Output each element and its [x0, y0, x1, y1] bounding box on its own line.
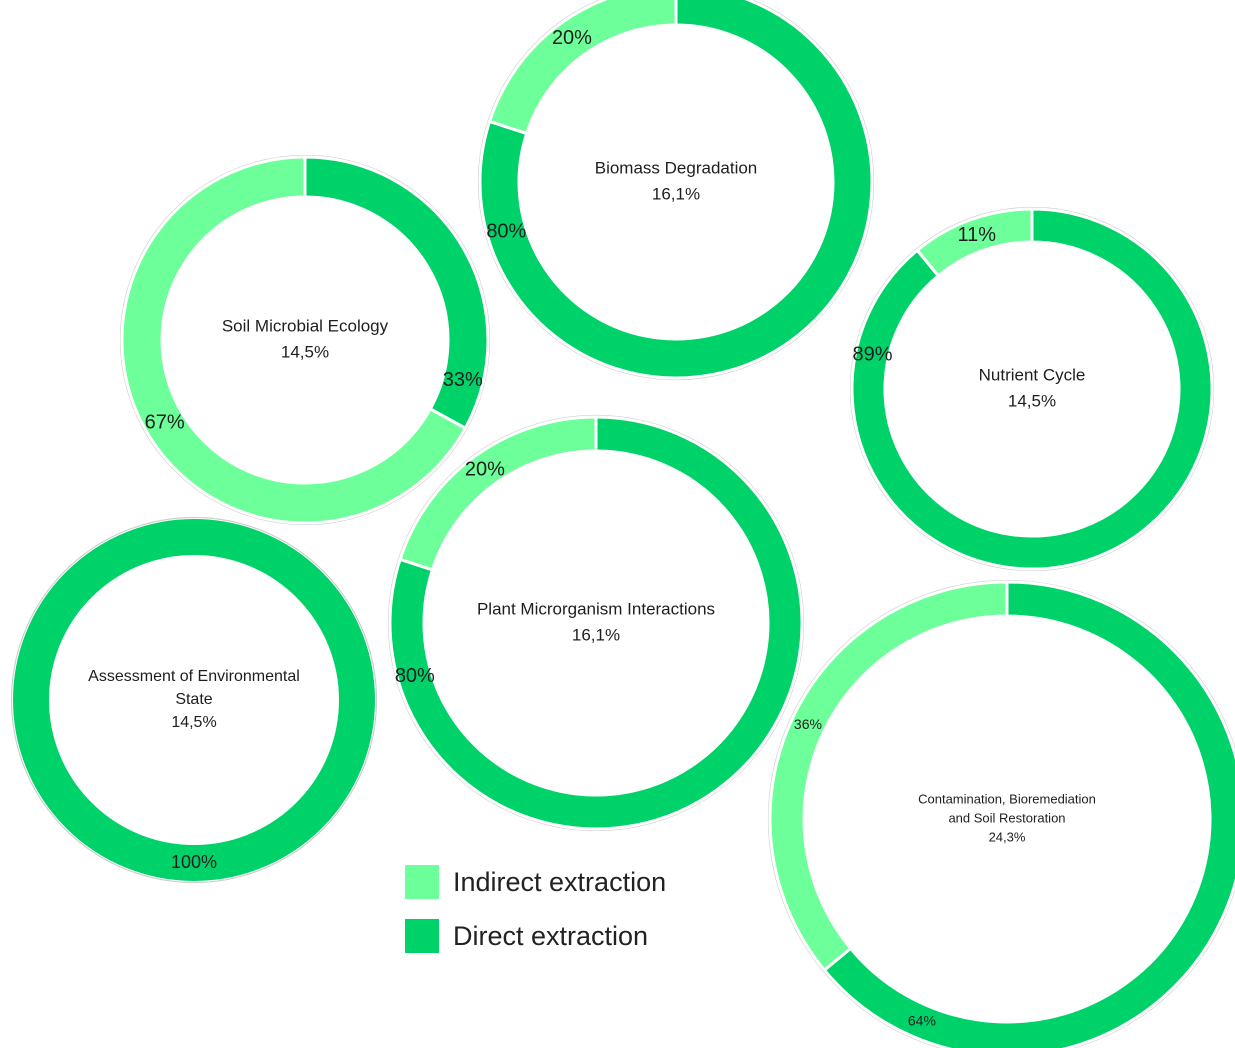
donut-share-nutrient-cycle: 14,5%	[1008, 391, 1056, 410]
donut-soil-microbial-ecology: 33% 67% Soil Microbial Ecology 14,5%	[119, 154, 491, 526]
legend-item-indirect: Indirect extraction	[405, 862, 666, 902]
slice-label-plant-microrganism-interactions-direct: 80%	[395, 665, 435, 687]
donut-title-biomass-degradation: Biomass Degradation	[595, 158, 758, 177]
legend: Indirect extraction Direct extraction	[405, 862, 666, 970]
legend-label-direct: Direct extraction	[453, 920, 649, 951]
legend-item-direct: Direct extraction	[405, 916, 666, 956]
slice-label-soil-microbial-ecology-indirect: 67%	[145, 411, 185, 433]
donut-share-assessment-of-environmental-state: 14,5%	[171, 714, 216, 731]
slice-label-contamination-bioremediation-and-soil-restoration-direct: 64%	[908, 1013, 936, 1029]
donut-rim	[10, 516, 378, 884]
legend-swatch-indirect	[405, 865, 439, 899]
donut-title-contamination-bioremediation-and-soil-restoration: Contamination, Bioremediation	[918, 791, 1096, 806]
donut-title-assessment-of-environmental-state: Assessment of Environmental	[88, 668, 300, 685]
donut-title-assessment-of-environmental-state: State	[175, 691, 212, 708]
slice-plant-microrganism-interactions-direct	[388, 415, 804, 831]
donut-biomass-degradation: 80% 20% Biomass Degradation 16,1%	[477, 0, 875, 381]
donut-share-biomass-degradation: 16,1%	[652, 184, 700, 203]
donut-plant-microrganism-interactions: 80% 20% Plant Microrganism Interactions 16,…	[387, 414, 805, 832]
slice-contamination-bioremediation-and-soil-restoration-indirect	[768, 580, 1009, 972]
slice-label-nutrient-cycle-indirect: 11%	[958, 224, 997, 246]
slice-label-nutrient-cycle-direct: 89%	[853, 344, 893, 366]
legend-swatch-direct	[405, 919, 439, 953]
slice-biomass-degradation-direct	[478, 0, 874, 380]
donut-share-contamination-bioremediation-and-soil-restoration: 24,3%	[989, 829, 1026, 844]
donut-title-contamination-bioremediation-and-soil-restoration: and Soil Restoration	[948, 810, 1065, 825]
donut-assessment-of-environmental-state: 100% Assessment of Environmental State 14,5…	[10, 516, 378, 884]
slice-label-contamination-bioremediation-and-soil-restoration-indirect: 36%	[794, 716, 822, 732]
slice-nutrient-cycle-direct	[850, 207, 1214, 571]
donut-title-soil-microbial-ecology: Soil Microbial Ecology	[222, 316, 389, 335]
donut-title-nutrient-cycle: Nutrient Cycle	[979, 365, 1086, 384]
slice-label-plant-microrganism-interactions-indirect: 20%	[465, 458, 505, 480]
slice-soil-microbial-ecology-indirect	[120, 155, 467, 525]
donut-contamination-bioremediation-and-soil-restoration: 64% 36% Contamination, Bioremediation and S…	[767, 579, 1235, 1048]
donut-share-plant-microrganism-interactions: 16,1%	[572, 625, 620, 644]
slice-label-biomass-degradation-direct: 80%	[486, 221, 526, 243]
slice-label-assessment-of-environmental-state-direct: 100%	[171, 852, 217, 872]
donut-nutrient-cycle: 89% 11% Nutrient Cycle 14,5%	[849, 206, 1215, 572]
slice-label-soil-microbial-ecology-direct: 33%	[443, 369, 483, 391]
slice-nutrient-cycle-indirect	[915, 207, 1034, 278]
legend-label-indirect: Indirect extraction	[453, 866, 667, 897]
slice-label-biomass-degradation-indirect: 20%	[552, 27, 592, 49]
donut-share-soil-microbial-ecology: 14,5%	[281, 342, 329, 361]
slice-plant-microrganism-interactions-indirect	[398, 415, 598, 572]
donut-title-plant-microrganism-interactions: Plant Microrganism Interactions	[477, 599, 715, 618]
slice-assessment-of-environmental-state-direct	[13, 519, 375, 881]
slice-biomass-degradation-indirect	[488, 0, 678, 135]
